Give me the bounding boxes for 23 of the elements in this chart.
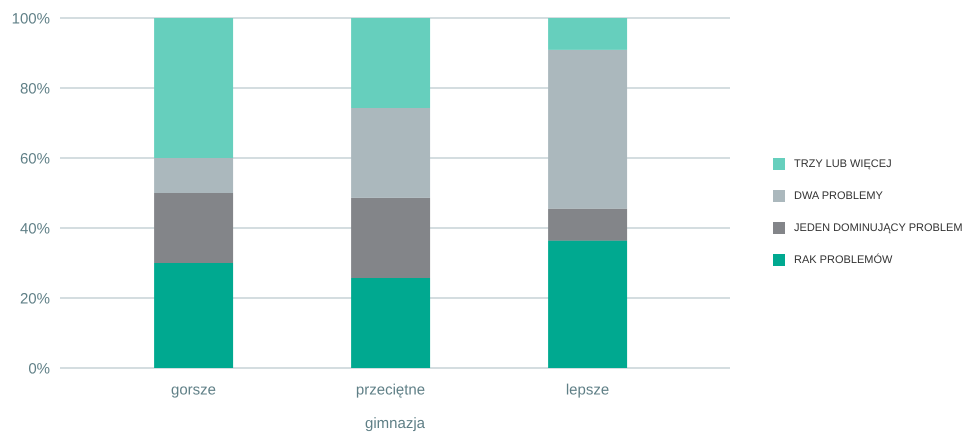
legend-label: DWA PROBLEMY: [794, 190, 883, 202]
bar: [548, 208, 628, 241]
x-tick-label: lepsze: [566, 382, 610, 399]
y-tick-label: 0%: [28, 360, 50, 378]
y-tick-label: 40%: [20, 220, 50, 238]
y-tick-label: 60%: [20, 150, 50, 168]
x-tick-label: gorsze: [170, 382, 216, 399]
y-tick-label: 20%: [20, 290, 50, 308]
bar: [351, 198, 430, 278]
bar: [154, 193, 234, 263]
x-axis-title: gimnazja: [364, 415, 426, 432]
bar: [154, 18, 234, 158]
bar: [351, 18, 430, 108]
x-tick-label: przeciętne: [356, 382, 426, 399]
legend-label: JEDEN DOMINUJĄCY PROBLEM: [794, 222, 962, 234]
legend-label: TRZY LUB WIĘCEJ: [794, 158, 892, 170]
y-tick-label: 80%: [20, 80, 50, 98]
bar: [548, 240, 628, 368]
bar: [351, 278, 430, 368]
y-tick-label: 100%: [12, 10, 50, 28]
bar: [154, 263, 234, 368]
bar: [548, 18, 628, 50]
legend-label: RAK PROBLEMÓW: [794, 254, 892, 266]
